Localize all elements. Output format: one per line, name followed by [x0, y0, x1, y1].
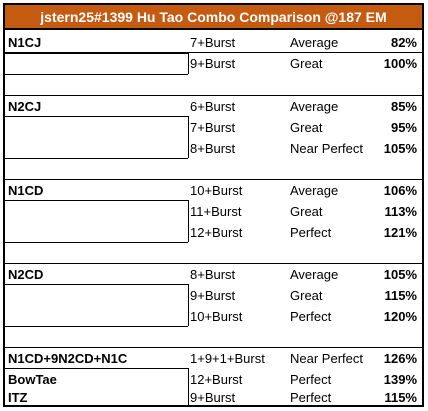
rating: Perfect [290, 372, 332, 387]
bracket-line [188, 116, 189, 158]
bracket-line [5, 74, 188, 75]
hit-count: 9+Burst [190, 390, 236, 405]
bracket-line [5, 284, 188, 285]
hit-count: 11+Burst [190, 204, 242, 219]
hit-count: 9+Burst [190, 288, 236, 303]
rating: Perfect [290, 309, 332, 324]
row-divider [5, 179, 422, 180]
rating: Great [290, 56, 323, 71]
hit-count: 7+Burst [190, 35, 236, 50]
hit-count: 6+Burst [190, 99, 236, 114]
percentage: 139% [383, 372, 417, 387]
rating: Near Perfect [290, 141, 363, 156]
percentage: 115% [384, 288, 417, 303]
combo-name: BowTae [8, 372, 57, 387]
combo-name: N1CD [8, 183, 44, 198]
rating: Perfect [290, 225, 332, 240]
hit-count: 7+Burst [190, 120, 236, 135]
percentage: 106% [383, 183, 417, 198]
rating: Average [290, 267, 339, 282]
bracket-line [5, 200, 188, 201]
row-divider [5, 95, 422, 96]
rating: Average [290, 35, 339, 50]
hit-count: 12+Burst [190, 225, 243, 240]
bracket-line [188, 53, 189, 74]
percentage: 95% [390, 120, 417, 135]
percentage: 126% [383, 351, 417, 366]
bracket-line [5, 158, 188, 159]
hit-count: 8+Burst [190, 267, 236, 282]
hit-count: 10+Burst [190, 183, 243, 198]
table-title: jstern25#1399 Hu Tao Combo Comparison @1… [5, 5, 422, 30]
rating: Great [290, 120, 323, 135]
bracket-line [5, 326, 188, 327]
row-divider [5, 263, 422, 264]
combo-comparison-table: jstern25#1399 Hu Tao Combo Comparison @1… [3, 3, 424, 407]
percentage: 85% [390, 99, 417, 114]
rating: Great [290, 288, 323, 303]
bracket-line [188, 284, 189, 326]
percentage: 82% [390, 35, 417, 50]
combo-name: N1CJ [8, 35, 42, 50]
bracket-line [188, 200, 189, 242]
combo-name: N1CD+9N2CD+N1C [8, 351, 128, 366]
percentage: 105% [383, 267, 417, 282]
hit-count: 9+Burst [190, 56, 236, 71]
bracket-line [5, 368, 188, 369]
bracket-line [5, 116, 188, 117]
percentage: 121% [383, 225, 417, 240]
bracket-line [5, 53, 188, 54]
bracket-line [188, 368, 189, 405]
bracket-line [5, 242, 188, 243]
rating: Perfect [290, 390, 332, 405]
row-divider [5, 52, 422, 53]
percentage: 113% [384, 204, 417, 219]
percentage: 105% [383, 141, 417, 156]
row-divider [5, 347, 422, 348]
rating: Great [290, 204, 323, 219]
rating: Average [290, 99, 339, 114]
hit-count: 1+9+1+Burst [190, 351, 265, 366]
rating: Near Perfect [290, 351, 363, 366]
rating: Average [290, 183, 339, 198]
combo-name: ITZ [8, 390, 28, 405]
percentage: 115% [384, 390, 417, 405]
percentage: 120% [383, 309, 417, 324]
combo-name: N2CJ [8, 99, 42, 114]
hit-count: 8+Burst [190, 141, 236, 156]
percentage: 100% [383, 56, 417, 71]
combo-name: N2CD [8, 267, 44, 282]
hit-count: 12+Burst [190, 372, 243, 387]
hit-count: 10+Burst [190, 309, 243, 324]
